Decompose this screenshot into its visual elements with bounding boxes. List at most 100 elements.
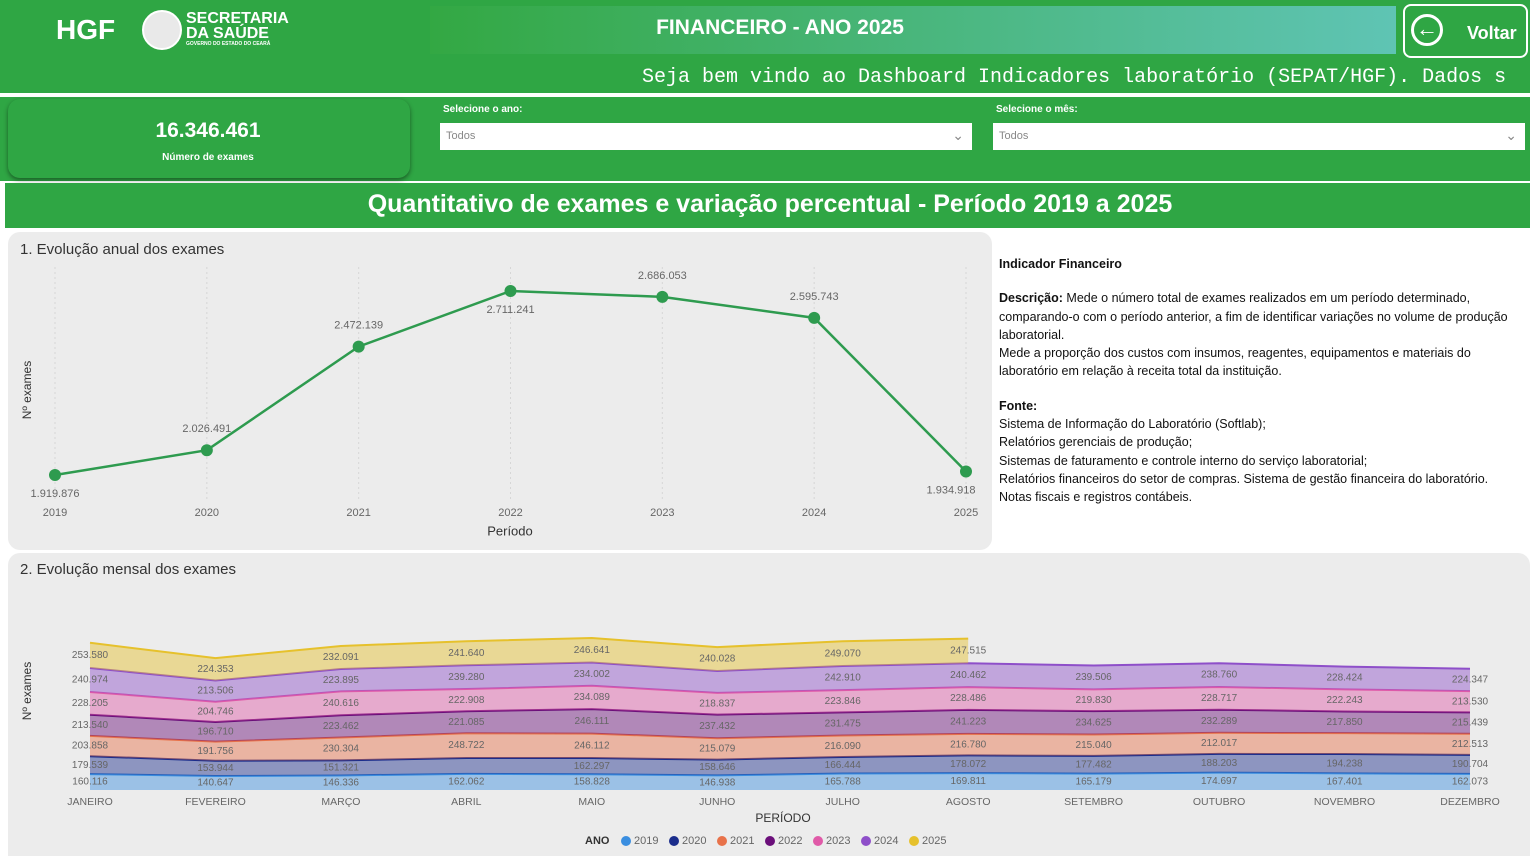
desc-text: Mede o número total de exames realizados… (999, 291, 1508, 342)
description: Indicador Financeiro Descrição: Mede o n… (999, 255, 1509, 507)
data-label: 216.780 (950, 739, 987, 750)
source: Relatórios financeiros do setor de compr… (999, 471, 1489, 505)
x-tick-label: SETEMBRO (1064, 796, 1123, 808)
data-label: 166.444 (825, 760, 862, 771)
data-label: 219.830 (1076, 695, 1113, 706)
x-tick-label: 2024 (802, 507, 826, 519)
data-label: 224.353 (197, 664, 234, 675)
data-label: 247.515 (950, 646, 987, 657)
title-band (430, 6, 1396, 54)
axis-label: Nº exames (20, 361, 34, 419)
org-name: SECRETARIA DA SAÚDE GOVERNO DO ESTADO DO C… (186, 11, 289, 48)
data-label: 2.595.743 (790, 291, 839, 303)
point (960, 465, 972, 478)
data-label: 2.711.241 (486, 304, 534, 316)
x-tick-label: JANEIRO (67, 796, 113, 808)
data-label: 223.895 (323, 675, 360, 686)
area (90, 638, 969, 681)
data-label: 238.760 (1201, 670, 1238, 681)
point (656, 290, 669, 303)
data-label: 224.347 (1452, 675, 1489, 686)
dropdown[interactable]: Todos ⌄ (440, 123, 972, 150)
legend-label: 2023 (826, 835, 850, 847)
x-tick-label: JULHO (826, 796, 860, 808)
area (90, 772, 1470, 790)
back-icon: ← (1411, 14, 1443, 46)
data-label: 239.280 (448, 672, 485, 683)
data-label: 158.646 (699, 762, 736, 773)
data-label: 146.336 (323, 777, 360, 788)
line (89, 684, 1471, 703)
data-label: 160.116 (72, 777, 108, 788)
back-button[interactable]: ← Voltar (1403, 4, 1528, 58)
data-label: 204.746 (197, 707, 234, 718)
line (89, 771, 1471, 778)
desc-title: Indicador Financeiro (999, 257, 1122, 271)
x-tick-label: NOVEMBRO (1314, 796, 1375, 808)
filter-label: Selecione o mês: (996, 104, 1078, 115)
panel (8, 232, 992, 550)
data-label: 153.944 (197, 763, 234, 774)
x-tick-label: JUNHO (699, 796, 735, 808)
legend-label: 2024 (874, 835, 898, 847)
legend-swatch (909, 836, 919, 846)
ticker: Seja bem vindo ao Dashboard Indicadores … (642, 66, 1507, 89)
data-label: 216.090 (825, 741, 862, 752)
data-label: 232.091 (323, 652, 360, 663)
data-label: 240.616 (323, 698, 360, 709)
axis-label: Período (487, 523, 533, 538)
legend-title: ANO (585, 835, 610, 847)
kpi-label: Número de exames (162, 152, 254, 163)
line (89, 752, 1471, 762)
data-label: 234.625 (1076, 717, 1113, 728)
data-label: 1.919.876 (31, 488, 80, 500)
page-title: FINANCEIRO - ANO 2025 (656, 16, 904, 39)
x-tick-label: 2020 (195, 507, 219, 519)
data-label: 215.439 (1452, 718, 1489, 729)
point (200, 444, 213, 457)
legend-swatch (813, 836, 823, 846)
x-tick-label: 2019 (43, 507, 67, 519)
chevron: ⌄ (952, 127, 964, 143)
data-label: 228.424 (1326, 673, 1363, 684)
data-label: 240.028 (699, 654, 736, 665)
x-tick-label: 2025 (954, 507, 978, 519)
data-label: 228.717 (1201, 693, 1238, 704)
data-label: 179.539 (72, 760, 109, 771)
back-label: Voltar (1467, 23, 1517, 43)
data-label: 253.580 (72, 650, 109, 661)
chart: 2. Evolução mensal dos exames PERÍODO Nº e… (20, 561, 1500, 847)
axis-label: PERÍODO (755, 810, 810, 825)
data-label: 223.846 (825, 696, 862, 707)
data-label: 242.910 (825, 673, 862, 684)
data-label: 239.506 (1076, 672, 1113, 683)
dropdown-value: Todos (999, 130, 1029, 142)
data-label: 246.641 (574, 645, 611, 656)
data-label: 218.837 (699, 698, 736, 709)
legend-label: 2021 (730, 835, 754, 847)
data-label: 222.243 (1326, 695, 1363, 706)
data-label: 191.756 (197, 746, 234, 757)
data-label: 217.850 (1326, 717, 1363, 728)
data-label: 2.686.053 (638, 270, 687, 282)
chart-title: 2. Evolução mensal dos exames (20, 561, 236, 578)
x-tick-label: MAIO (578, 796, 605, 808)
section-bar (5, 183, 1530, 228)
point (808, 311, 821, 324)
data-label: 178.072 (950, 759, 987, 770)
source-label: Fonte: (999, 398, 1038, 413)
line (89, 636, 969, 660)
data-label: 215.079 (699, 744, 736, 755)
data-label: 215.040 (1076, 740, 1113, 751)
legend-label: 2019 (634, 835, 658, 847)
desc-label: Descrição: (999, 291, 1063, 306)
data-label: 249.070 (825, 648, 862, 659)
data-label: 174.697 (1201, 776, 1238, 787)
filter-label: Selecione o ano: (443, 104, 523, 115)
data-label: 165.179 (1076, 776, 1113, 787)
dropdown[interactable]: Todos ⌄ (993, 123, 1525, 150)
axis-label: Nº exames (20, 662, 34, 720)
org-line: DA SAÚDE (186, 25, 269, 42)
data-label: 196.710 (197, 726, 234, 737)
